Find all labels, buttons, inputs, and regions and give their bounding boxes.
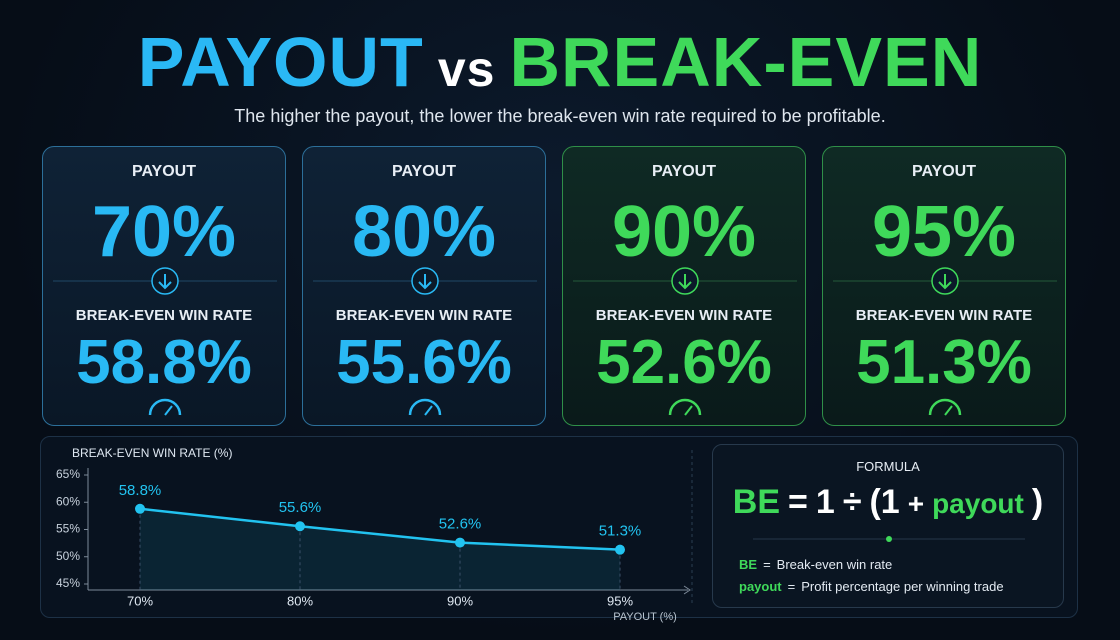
arrow [938, 274, 952, 290]
payout-label: PAYOUT [391, 163, 456, 180]
arrow-divider [573, 267, 797, 295]
gauge-arc [928, 398, 962, 416]
gauge-icon [148, 398, 182, 416]
area [140, 508, 620, 590]
y-axis-label: BREAK-EVEN WIN RATE (%) [72, 446, 232, 460]
title-mid: vs [437, 41, 496, 97]
title-right: BREAK-EVEN [509, 23, 983, 101]
x-tick-label: 95% [607, 593, 633, 608]
arrow [678, 274, 692, 290]
gauge-needle [164, 405, 173, 416]
point [455, 537, 465, 548]
payout-label: PAYOUT [651, 163, 716, 180]
value-label: 52.6% [439, 516, 482, 533]
equation-part: ) [1031, 483, 1044, 521]
gauge-icon [408, 398, 442, 416]
equation-part: ÷ [842, 483, 862, 521]
legend-meaning: Break-even win rate [776, 557, 893, 572]
be-label: BREAK-EVEN WIN RATE [335, 307, 513, 324]
payout-value: 80% [351, 192, 497, 272]
arrow-divider [833, 267, 1057, 295]
equation: BE = 1 ÷ (1 + payout) [713, 483, 1063, 522]
legend-eq: = [763, 557, 771, 572]
arrow [158, 274, 172, 290]
be-label: BREAK-EVEN WIN RATE [855, 307, 1033, 324]
legend-meaning: Profit percentage per winning trade [801, 579, 1004, 594]
arrow [418, 274, 432, 290]
x-tick-label: 70% [127, 593, 153, 608]
payout-label: PAYOUT [131, 163, 196, 180]
equation-part: (1 [869, 483, 900, 521]
gauge-icon [668, 398, 702, 416]
legend-term: payout [739, 579, 782, 594]
x-tick-label: 90% [447, 593, 473, 608]
x-tick-label: 80% [287, 593, 313, 608]
legend-eq: = [787, 579, 796, 594]
payout-value: 70% [91, 192, 237, 272]
be-value: 51.3% [856, 328, 1032, 397]
legend-row: payout = Profit percentage per winning tra… [739, 579, 1004, 594]
formula-title: FORMULA [856, 459, 920, 474]
gauge-arc [148, 398, 182, 416]
card: PAYOUT 80% BREAK-EVEN WIN RATE 55.6% [302, 146, 546, 426]
y-tick-label: 55% [56, 522, 80, 536]
equation-part: 1 [815, 483, 835, 521]
value-label: 51.3% [599, 523, 642, 540]
be-value: 58.8% [76, 328, 252, 397]
point [135, 503, 145, 514]
gauge-needle [944, 405, 953, 416]
formula-box: FORMULA BE = 1 ÷ (1 + payout) BE = Break-even wi… [712, 444, 1064, 608]
gauge-needle [684, 405, 693, 416]
equation-part: = [788, 483, 808, 521]
payout-label: PAYOUT [911, 163, 976, 180]
x-axis-arrow [683, 585, 691, 595]
equation-part: payout [932, 488, 1024, 519]
legend-row: BE = Break-even win rate [739, 557, 892, 572]
gauge-needle [424, 405, 433, 416]
subtitle: The higher the payout, the lower the bre… [234, 106, 886, 126]
be-label: BREAK-EVEN WIN RATE [75, 307, 253, 324]
line [139, 507, 621, 551]
title: PAYOUT vs BREAK-EVEN [0, 22, 1120, 102]
gauge-icon [928, 398, 962, 416]
y-tick-label: 65% [56, 467, 80, 481]
be-label: BREAK-EVEN WIN RATE [595, 307, 773, 324]
x-axis-label: PAYOUT (%) [613, 611, 677, 623]
point [295, 521, 305, 532]
point [615, 544, 625, 555]
y-tick-label: 45% [56, 576, 80, 590]
payout-value: 95% [871, 192, 1017, 272]
legend-term: BE [739, 557, 758, 572]
y-tick-label: 50% [56, 549, 80, 563]
separator [753, 536, 1025, 542]
equation-part: + [907, 488, 925, 519]
separator-dot [886, 536, 892, 542]
y-tick-label: 60% [56, 494, 80, 508]
value-label: 55.6% [279, 499, 322, 516]
card: PAYOUT 90% BREAK-EVEN WIN RATE 52.6% [562, 146, 806, 426]
be-value: 52.6% [596, 328, 772, 397]
gauge-arc [408, 398, 442, 416]
arrow-divider [53, 267, 277, 295]
gauge-arc [668, 398, 702, 416]
card: PAYOUT 95% BREAK-EVEN WIN RATE 51.3% [822, 146, 1066, 426]
value-label: 58.8% [119, 482, 162, 499]
be-value: 55.6% [336, 328, 512, 397]
arrow-divider [313, 267, 537, 295]
title-left: PAYOUT [137, 23, 424, 101]
payout-value: 90% [611, 192, 757, 272]
equation-part: BE [732, 483, 781, 521]
card: PAYOUT 70% BREAK-EVEN WIN RATE 58.8% [42, 146, 286, 426]
